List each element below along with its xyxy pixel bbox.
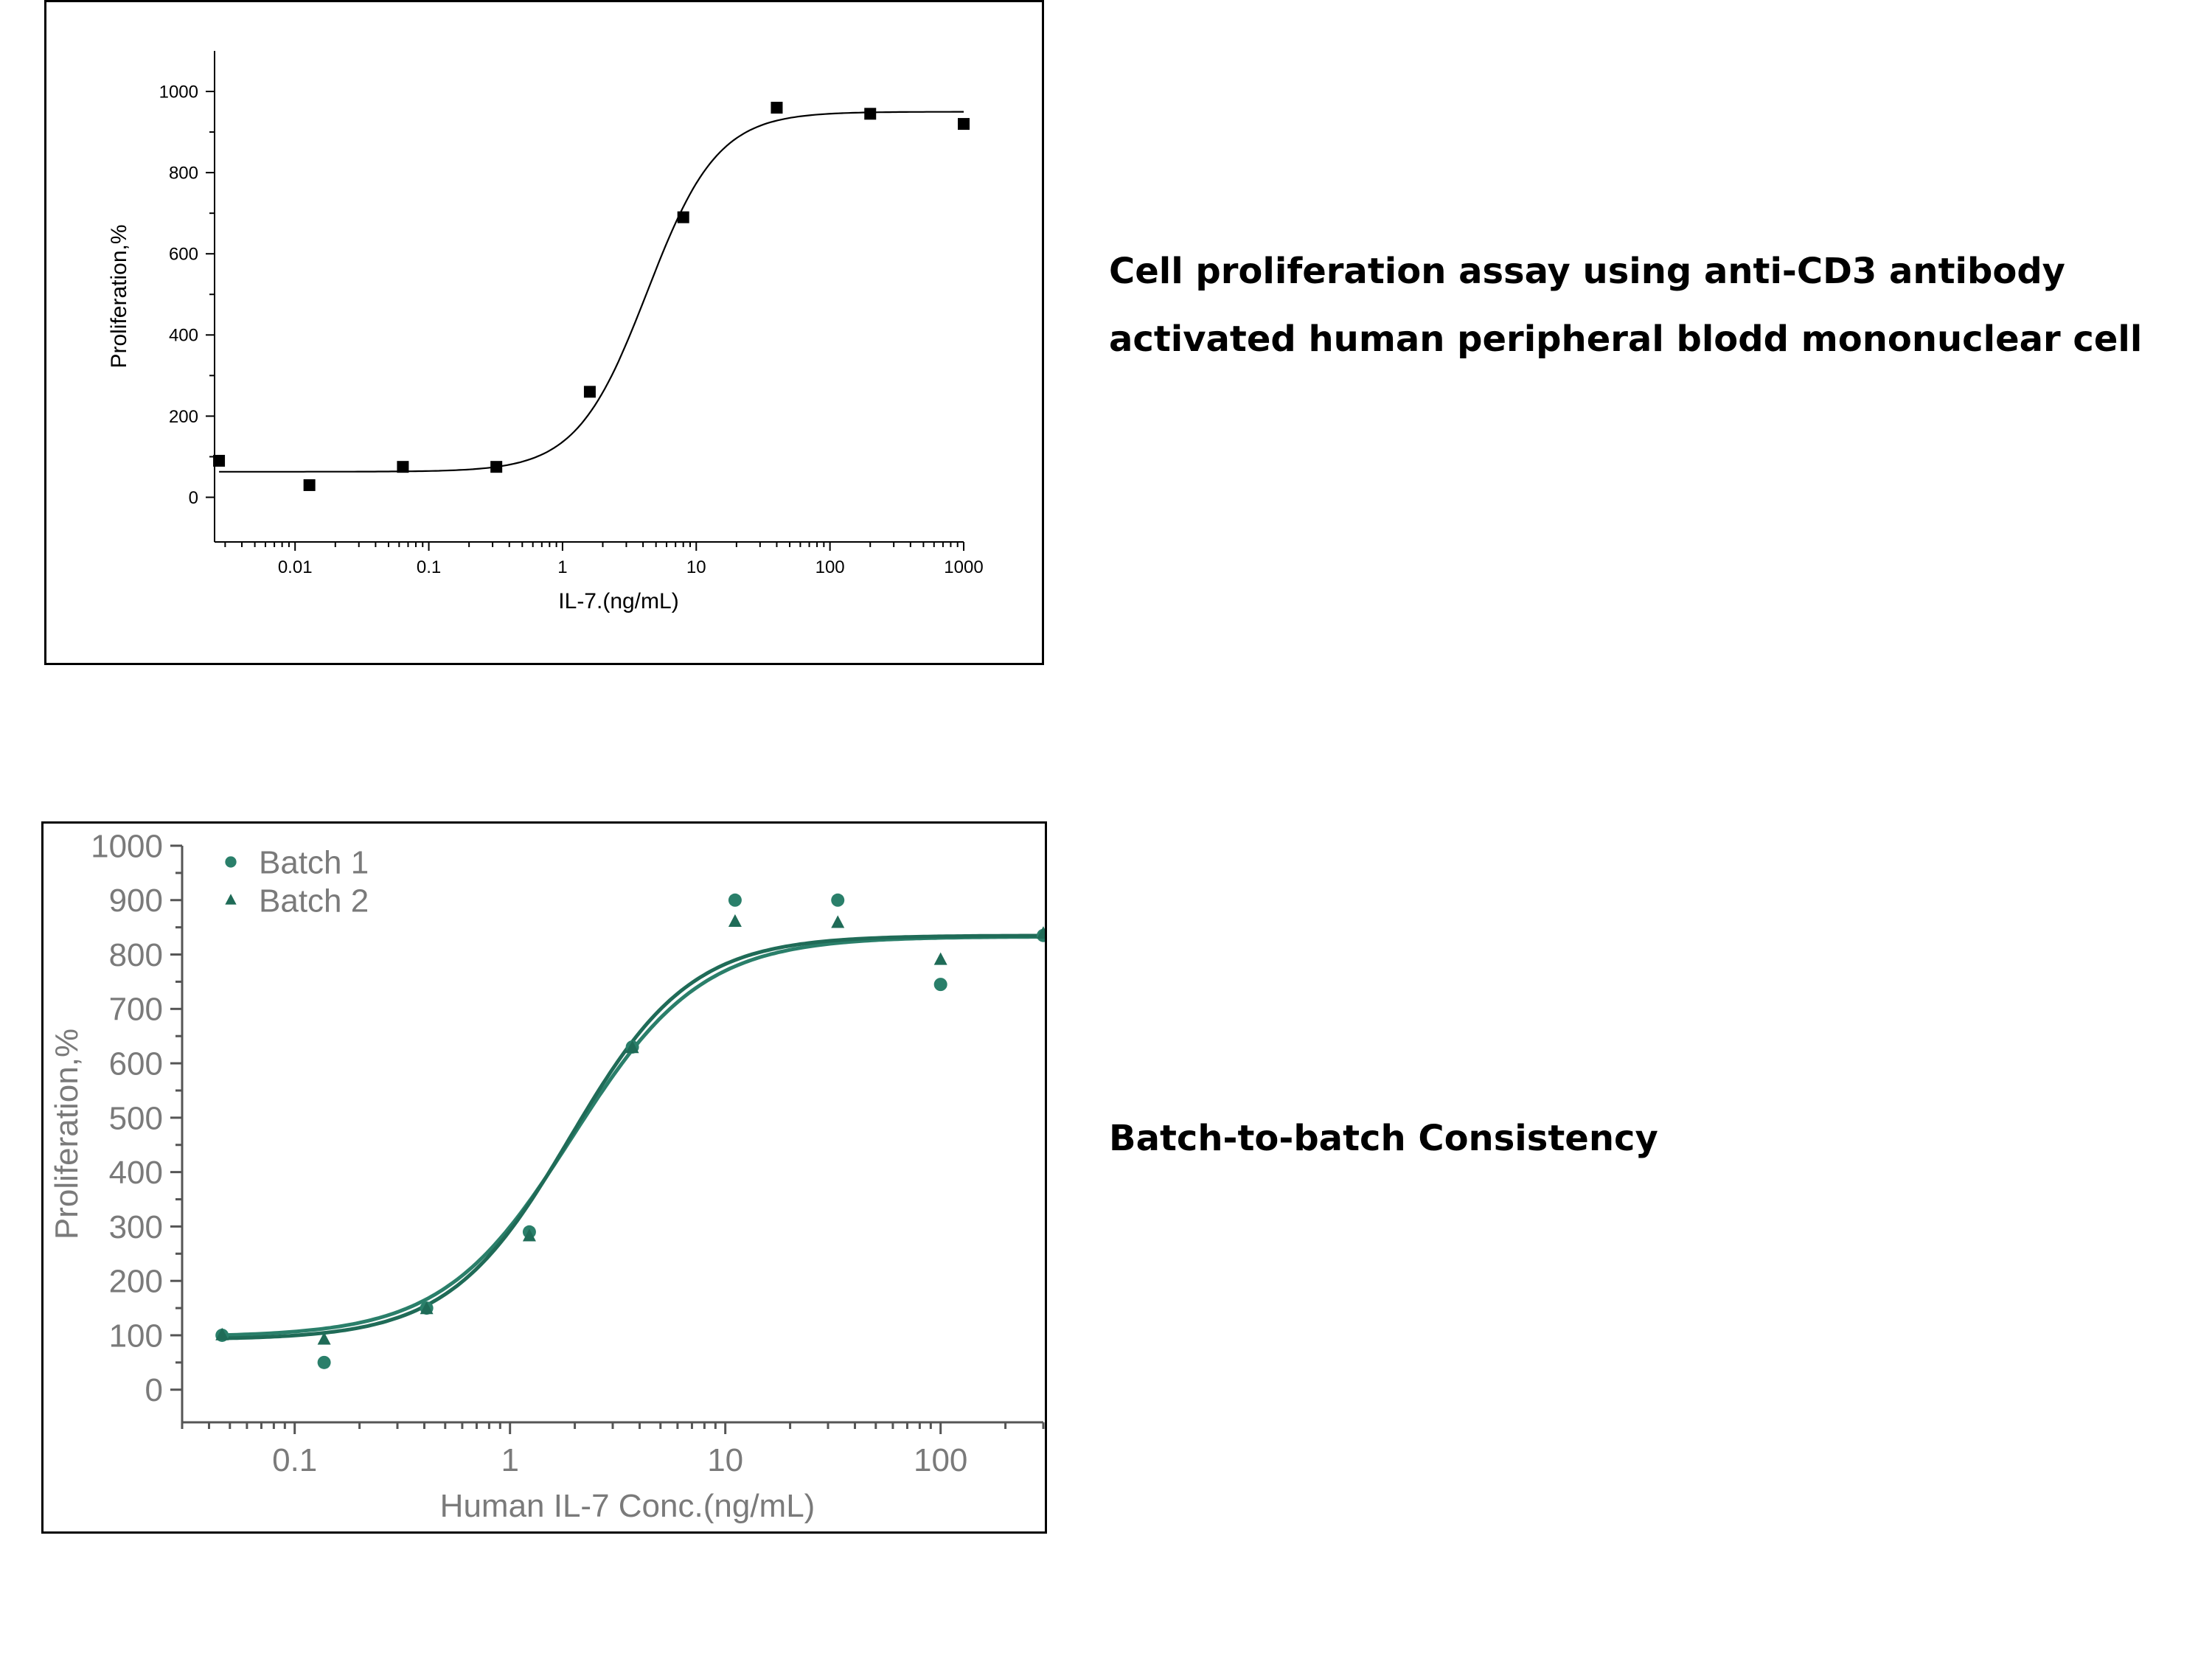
- data-point-series-2: [215, 1327, 229, 1340]
- x-tick-label: 100: [914, 1442, 967, 1478]
- fit-curve: [219, 111, 964, 473]
- data-point-series-1: [958, 118, 970, 131]
- x-tick-label: 0.1: [417, 557, 441, 577]
- data-point-series-1: [771, 102, 783, 114]
- x-axis-label: IL-7.(ng/mL): [558, 589, 678, 613]
- data-point-series-1: [728, 893, 742, 907]
- y-tick-label: 1000: [91, 828, 163, 864]
- proliferation-chart: 0 200 400 600 800 1000 0.01 0.1 1 10 100 1000 IL-7.(…: [107, 51, 984, 613]
- x-axis-label: Human IL-7 Conc.(ng/mL): [440, 1488, 815, 1524]
- data-point-series-2: [625, 1040, 639, 1054]
- legend-marker-1: [225, 856, 237, 868]
- fit-curve-series-2: [222, 933, 1044, 1340]
- data-point-series-1: [397, 461, 409, 473]
- y-tick-label: 200: [109, 1264, 163, 1300]
- x-tick-label: 1000: [944, 557, 983, 577]
- y-tick-label: 100: [109, 1318, 163, 1354]
- batch-consistency-chart-panel: 0 100 200 300 400 500 600 700 800 900 1000 0.1 1 10 10…: [41, 821, 1047, 1534]
- y-tick-label: 300: [109, 1209, 163, 1245]
- data-point-series-1: [933, 978, 947, 992]
- consistency-caption: Batch-to-batch Consistency: [1109, 1118, 1658, 1159]
- data-point-series-2: [317, 1332, 331, 1345]
- x-tick-label: 100: [815, 557, 845, 577]
- y-tick-label: 0: [145, 1372, 163, 1408]
- data-point-series-2: [831, 915, 845, 928]
- x-tick-label: 1: [501, 1442, 518, 1478]
- y-axis-label: Proliferation,%: [107, 224, 131, 368]
- data-point-series-1: [213, 454, 226, 467]
- data-point-series-1: [317, 1355, 331, 1369]
- legend-label-2: Batch 2: [259, 883, 369, 919]
- data-point-series-2: [420, 1301, 434, 1315]
- data-point-series-2: [1037, 926, 1045, 939]
- data-point-series-1: [303, 479, 316, 491]
- batch-consistency-chart: 0 100 200 300 400 500 600 700 800 900 1000 0.1 1 10 10…: [49, 828, 1045, 1524]
- proliferation-chart-panel: 0 200 400 600 800 1000 0.01 0.1 1 10 100 1000 IL-7.(…: [44, 0, 1044, 665]
- fit-curve-series-1: [222, 935, 1043, 1338]
- data-point-series-1: [677, 211, 689, 223]
- y-tick-label: 0: [189, 488, 198, 508]
- x-tick-label: 10: [707, 1442, 743, 1478]
- data-point-series-1: [490, 461, 503, 473]
- y-tick-label: 600: [109, 1046, 163, 1082]
- y-tick-label: 200: [169, 407, 198, 427]
- y-tick-label: 1000: [159, 82, 198, 102]
- legend-marker-2: [225, 894, 237, 905]
- y-tick-label: 900: [109, 883, 163, 919]
- data-point-series-1: [864, 108, 877, 120]
- x-tick-label: 0.1: [272, 1442, 317, 1478]
- y-tick-label: 600: [169, 245, 198, 265]
- data-point-series-2: [522, 1228, 536, 1242]
- data-point-series-1: [831, 893, 845, 907]
- x-tick-label: 10: [686, 557, 706, 577]
- y-tick-label: 500: [109, 1100, 163, 1136]
- y-tick-label: 800: [169, 164, 198, 184]
- y-axis-label: Proliferation,%: [49, 1029, 85, 1239]
- legend-label-1: Batch 1: [259, 844, 369, 880]
- y-tick-label: 800: [109, 937, 163, 973]
- data-point-series-1: [583, 386, 596, 398]
- assay-caption: Cell proliferation assay using anti-CD3 …: [1109, 251, 2143, 360]
- data-point-series-2: [728, 914, 742, 928]
- data-point-series-2: [933, 952, 947, 965]
- y-tick-label: 400: [109, 1155, 163, 1191]
- y-tick-label: 700: [109, 992, 163, 1028]
- y-tick-label: 400: [169, 326, 198, 346]
- x-tick-label: 1: [557, 557, 567, 577]
- x-tick-label: 0.01: [278, 557, 313, 577]
